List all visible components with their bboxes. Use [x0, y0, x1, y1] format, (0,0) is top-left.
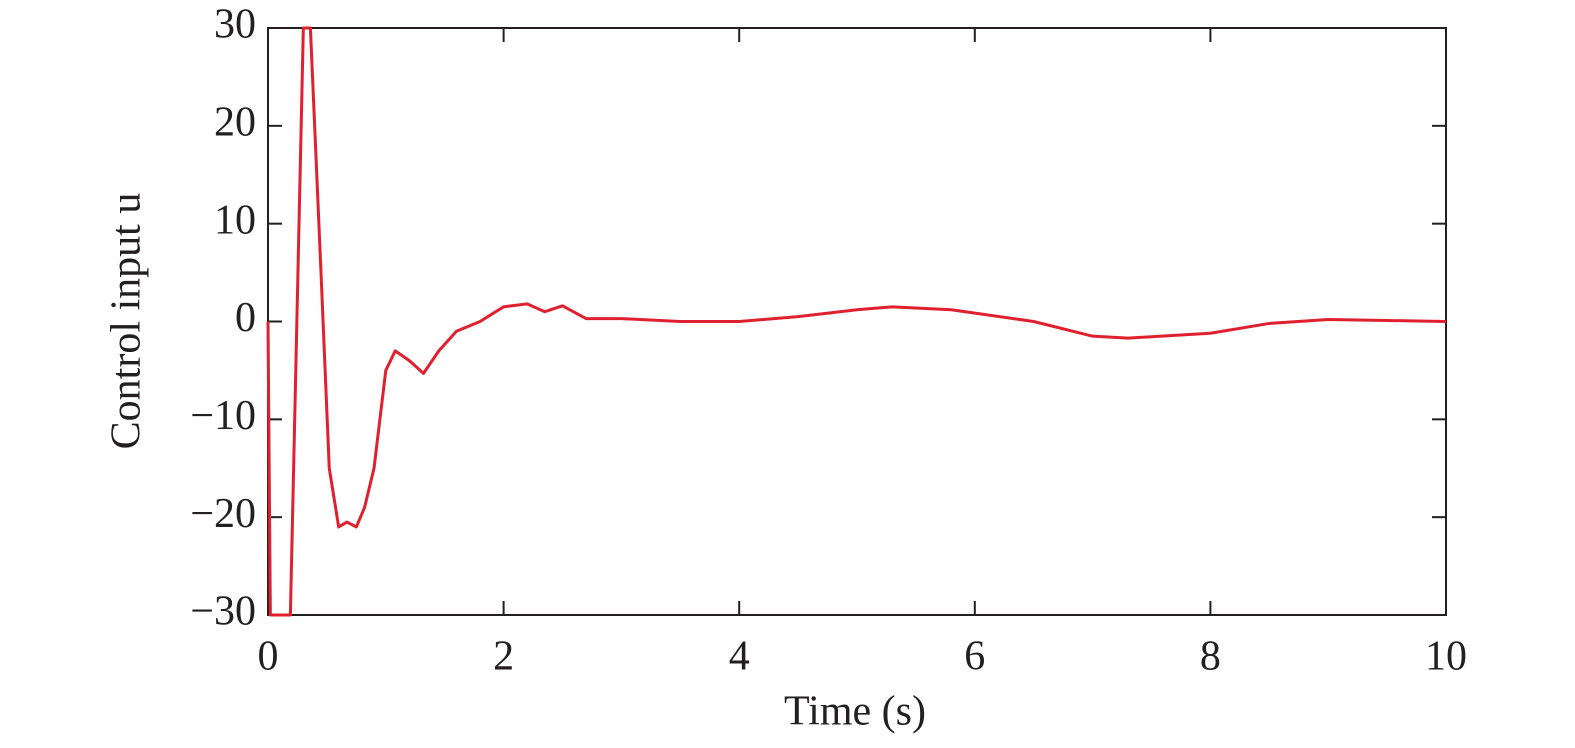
x-tick-label: 4: [729, 634, 750, 680]
y-tick-label: 20: [214, 99, 256, 145]
y-tick-label: 0: [235, 295, 256, 341]
y-tick-label: −20: [190, 491, 256, 537]
x-tick-label: 10: [1425, 634, 1467, 680]
y-tick-label: 10: [214, 197, 256, 243]
y-tick-label: −10: [190, 393, 256, 439]
plot-frame: [267, 27, 1447, 616]
x-tick-label: 2: [493, 634, 514, 680]
x-tick-label: 0: [258, 634, 279, 680]
x-tick-label: 8: [1200, 634, 1221, 680]
x-tick-label: 6: [964, 634, 985, 680]
y-tick-label: −30: [190, 589, 256, 635]
data-line: [266, 26, 1447, 617]
x-axis-label: Time (s): [784, 689, 926, 735]
y-tick-label: 30: [214, 2, 256, 48]
y-axis-label: Control input u: [104, 193, 150, 450]
